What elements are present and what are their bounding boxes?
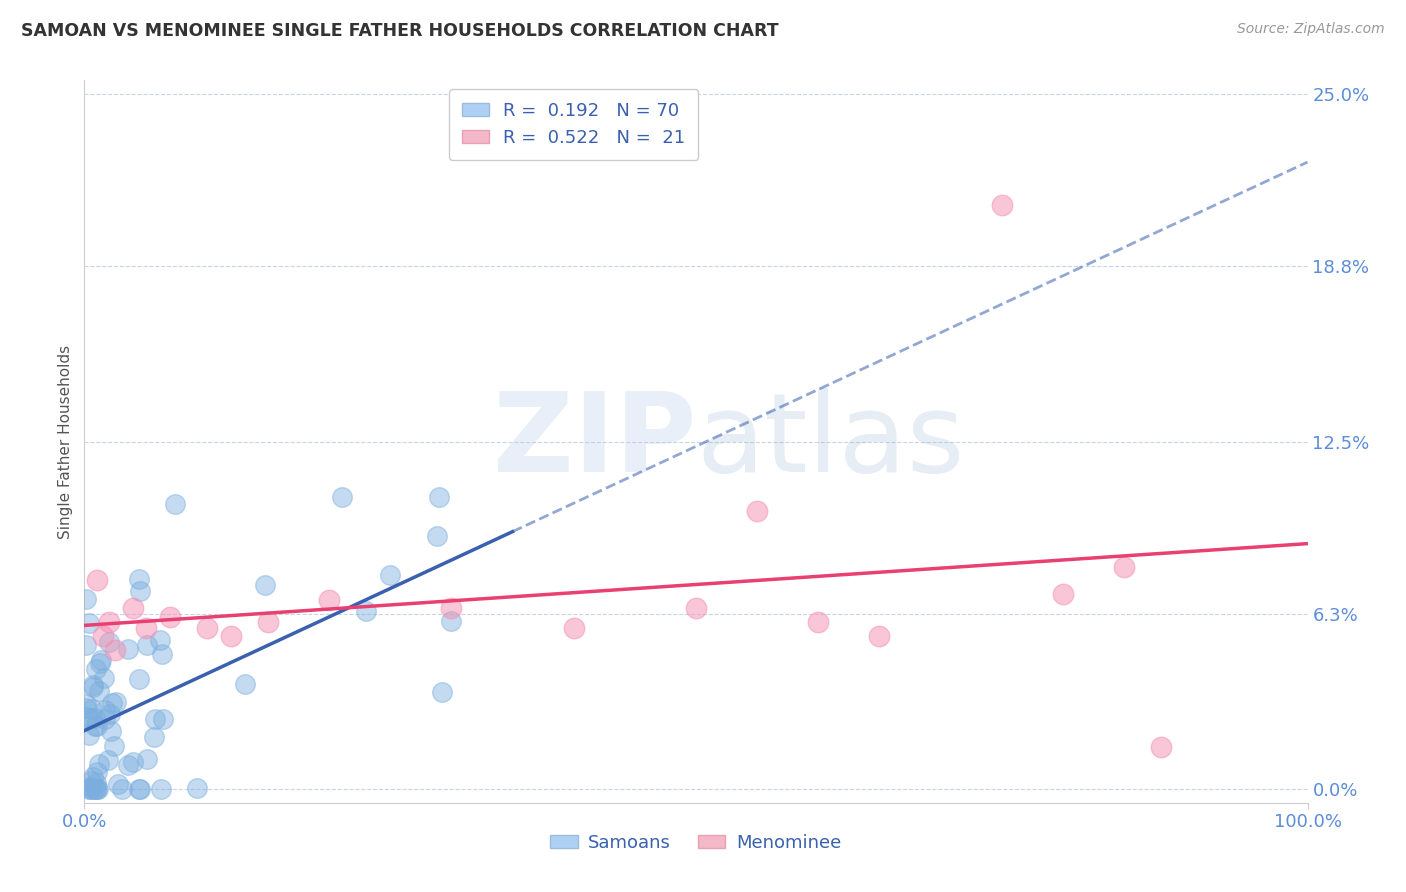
Point — [380, 567, 402, 582]
Point — [93, 703, 115, 717]
Point — [87, 757, 110, 772]
Point — [86, 765, 108, 780]
Point — [318, 593, 340, 607]
Point — [77, 728, 100, 742]
Point — [87, 781, 110, 796]
Point — [86, 781, 108, 796]
Point — [82, 770, 104, 784]
Point — [89, 656, 111, 670]
Point — [93, 671, 115, 685]
Point — [76, 710, 98, 724]
Point — [159, 609, 181, 624]
Point — [440, 601, 463, 615]
Point — [84, 775, 107, 789]
Point — [219, 629, 242, 643]
Point — [101, 696, 124, 710]
Point — [104, 695, 127, 709]
Point — [135, 621, 157, 635]
Point — [111, 781, 134, 796]
Point — [82, 678, 104, 692]
Point — [128, 781, 150, 796]
Point — [90, 653, 112, 667]
Point — [235, 677, 257, 691]
Point — [430, 685, 453, 699]
Point — [991, 198, 1014, 212]
Point — [84, 719, 107, 733]
Point — [440, 615, 463, 629]
Point — [87, 684, 110, 698]
Point — [150, 647, 173, 661]
Point — [128, 583, 150, 598]
Point — [136, 638, 159, 652]
Point — [82, 702, 104, 716]
Point — [97, 753, 120, 767]
Point — [80, 774, 103, 789]
Point — [129, 781, 152, 796]
Point — [136, 751, 159, 765]
Point — [427, 490, 450, 504]
Point — [75, 697, 97, 711]
Point — [94, 712, 117, 726]
Text: atlas: atlas — [696, 388, 965, 495]
Point — [77, 616, 100, 631]
Point — [104, 643, 127, 657]
Point — [79, 711, 101, 725]
Point — [107, 777, 129, 791]
Point — [84, 711, 107, 725]
Y-axis label: Single Father Households: Single Father Households — [58, 344, 73, 539]
Point — [254, 578, 277, 592]
Point — [425, 529, 447, 543]
Point — [97, 634, 120, 648]
Point — [103, 739, 125, 753]
Text: ZIP: ZIP — [492, 388, 696, 495]
Text: SAMOAN VS MENOMINEE SINGLE FATHER HOUSEHOLDS CORRELATION CHART: SAMOAN VS MENOMINEE SINGLE FATHER HOUSEH… — [21, 22, 779, 40]
Point — [186, 780, 208, 795]
Point — [869, 629, 891, 643]
Point — [149, 632, 172, 647]
Point — [77, 781, 100, 796]
Point — [84, 781, 107, 796]
Point — [152, 712, 174, 726]
Legend: Samoans, Menominee: Samoans, Menominee — [543, 826, 849, 859]
Point — [1150, 740, 1173, 755]
Point — [98, 706, 121, 721]
Point — [1052, 587, 1074, 601]
Point — [86, 574, 108, 588]
Point — [807, 615, 830, 630]
Point — [82, 781, 104, 796]
Point — [195, 621, 218, 635]
Point — [122, 756, 145, 770]
Text: Source: ZipAtlas.com: Source: ZipAtlas.com — [1237, 22, 1385, 37]
Point — [75, 591, 97, 606]
Point — [86, 719, 108, 733]
Point — [75, 638, 97, 652]
Point — [257, 615, 280, 630]
Point — [145, 712, 167, 726]
Point — [143, 730, 166, 744]
Point — [91, 629, 114, 643]
Point — [79, 781, 101, 796]
Point — [128, 573, 150, 587]
Point — [117, 642, 139, 657]
Point — [79, 780, 101, 794]
Point — [1114, 559, 1136, 574]
Point — [75, 700, 97, 714]
Point — [97, 615, 120, 630]
Point — [128, 672, 150, 686]
Point — [747, 504, 769, 518]
Point — [330, 490, 353, 504]
Point — [165, 497, 187, 511]
Point — [100, 724, 122, 739]
Point — [685, 601, 707, 615]
Point — [84, 781, 107, 796]
Point — [122, 601, 145, 615]
Point — [84, 662, 107, 676]
Point — [117, 758, 139, 772]
Point — [82, 680, 104, 694]
Point — [354, 604, 377, 618]
Point — [149, 781, 172, 796]
Point — [562, 621, 585, 635]
